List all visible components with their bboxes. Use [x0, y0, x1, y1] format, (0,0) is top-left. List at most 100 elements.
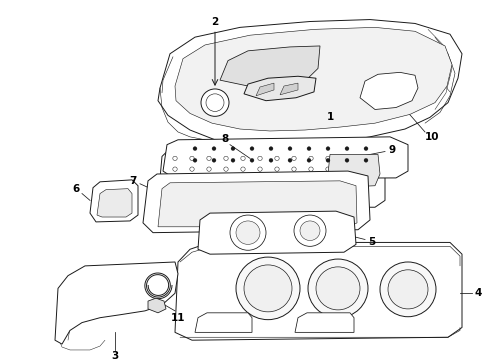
Circle shape [207, 178, 211, 182]
Polygon shape [143, 171, 370, 233]
Circle shape [241, 167, 245, 171]
Circle shape [343, 178, 347, 182]
Circle shape [275, 156, 279, 161]
Circle shape [224, 167, 228, 171]
Polygon shape [175, 27, 452, 131]
Text: 8: 8 [221, 134, 229, 144]
Polygon shape [195, 313, 252, 332]
Circle shape [307, 147, 311, 150]
Text: 7: 7 [129, 176, 137, 186]
Circle shape [309, 156, 313, 161]
Circle shape [258, 156, 262, 161]
Circle shape [345, 158, 349, 162]
Text: 3: 3 [111, 351, 119, 360]
Polygon shape [158, 181, 357, 227]
Circle shape [269, 158, 273, 162]
Circle shape [300, 221, 320, 240]
Circle shape [275, 178, 279, 182]
Text: 9: 9 [389, 145, 395, 154]
Circle shape [241, 156, 245, 161]
Polygon shape [280, 83, 298, 95]
Circle shape [206, 94, 224, 112]
Circle shape [360, 189, 364, 193]
Circle shape [193, 147, 197, 150]
Circle shape [236, 221, 260, 244]
Circle shape [292, 178, 296, 182]
Polygon shape [158, 145, 385, 207]
Circle shape [308, 259, 368, 318]
Circle shape [201, 89, 229, 116]
Circle shape [294, 215, 326, 246]
Circle shape [360, 178, 364, 182]
Circle shape [288, 158, 292, 162]
Circle shape [207, 189, 211, 193]
Circle shape [288, 147, 292, 150]
Circle shape [326, 189, 330, 193]
Circle shape [345, 147, 349, 150]
Circle shape [343, 189, 347, 193]
Circle shape [316, 267, 360, 310]
Circle shape [190, 167, 194, 171]
Circle shape [241, 178, 245, 182]
Text: 2: 2 [211, 17, 219, 27]
Text: 6: 6 [73, 184, 79, 194]
Circle shape [250, 147, 254, 150]
Circle shape [241, 189, 245, 193]
Text: 1: 1 [326, 112, 334, 122]
Text: 11: 11 [171, 313, 185, 323]
Polygon shape [295, 313, 354, 332]
Circle shape [231, 147, 235, 150]
Polygon shape [148, 298, 166, 313]
Polygon shape [328, 154, 380, 188]
Polygon shape [244, 76, 316, 101]
Circle shape [360, 156, 364, 161]
Text: 4: 4 [474, 288, 482, 298]
Circle shape [343, 167, 347, 171]
Circle shape [326, 156, 330, 161]
Circle shape [250, 158, 254, 162]
Polygon shape [97, 189, 132, 217]
Circle shape [326, 158, 330, 162]
Circle shape [269, 147, 273, 150]
Circle shape [292, 167, 296, 171]
Circle shape [224, 178, 228, 182]
Polygon shape [55, 262, 178, 344]
Circle shape [364, 147, 368, 150]
Circle shape [236, 257, 300, 320]
Circle shape [224, 156, 228, 161]
Circle shape [173, 178, 177, 182]
Circle shape [190, 156, 194, 161]
Circle shape [190, 189, 194, 193]
Circle shape [309, 167, 313, 171]
Circle shape [230, 215, 266, 250]
Circle shape [326, 178, 330, 182]
Circle shape [193, 158, 197, 162]
Text: 5: 5 [368, 238, 376, 247]
Circle shape [309, 178, 313, 182]
Circle shape [364, 158, 368, 162]
Circle shape [258, 167, 262, 171]
Circle shape [292, 156, 296, 161]
Circle shape [207, 167, 211, 171]
Circle shape [258, 178, 262, 182]
Polygon shape [360, 72, 418, 109]
Text: 10: 10 [425, 132, 439, 142]
Circle shape [244, 265, 292, 312]
Circle shape [212, 158, 216, 162]
Circle shape [275, 189, 279, 193]
Circle shape [224, 189, 228, 193]
Polygon shape [163, 137, 408, 179]
Polygon shape [198, 211, 356, 254]
Circle shape [173, 189, 177, 193]
Circle shape [380, 262, 436, 317]
Circle shape [360, 167, 364, 171]
Circle shape [173, 156, 177, 161]
Circle shape [388, 270, 428, 309]
Circle shape [309, 189, 313, 193]
Circle shape [231, 158, 235, 162]
Circle shape [292, 189, 296, 193]
Circle shape [326, 147, 330, 150]
Circle shape [190, 178, 194, 182]
Circle shape [173, 167, 177, 171]
Polygon shape [90, 180, 138, 222]
